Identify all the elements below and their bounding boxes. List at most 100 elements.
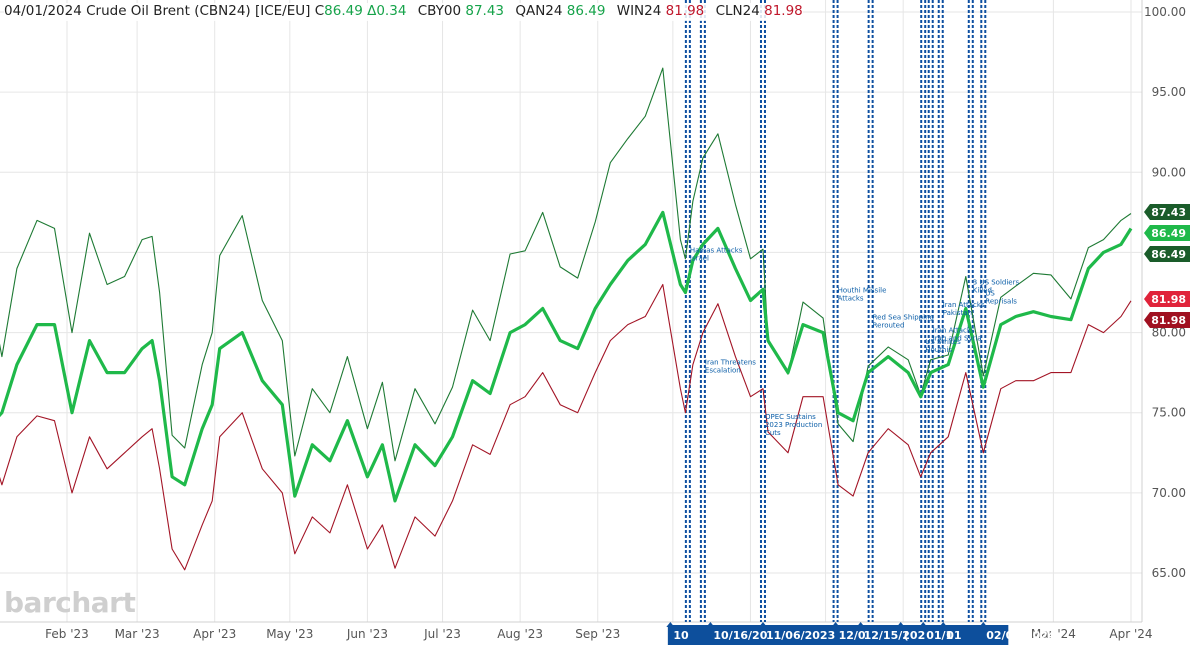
x-tick-label: May '23 [266, 627, 313, 641]
date-bar-marker [919, 622, 928, 627]
x-tick-label: Jun '23 [346, 627, 388, 641]
y-tick-label: 95.00 [1152, 85, 1186, 99]
last-value-tag-text: 86.49 [1151, 227, 1186, 240]
last-value-tag-text: 86.49 [1151, 248, 1186, 261]
event-annotation-line: Reprisals [985, 298, 1017, 306]
x-tick-label: Sep '23 [575, 627, 620, 641]
event-markers [684, 0, 987, 622]
event-annotation-line: Israel [690, 254, 709, 262]
event-annotation-line: Houthis [925, 346, 952, 354]
last-value-tag-qan24: 86.49 [1144, 246, 1190, 262]
event-annotation-line: Iran Attacks [943, 301, 985, 309]
y-tick-label: 70.00 [1152, 486, 1186, 500]
event-annotation: 3 US Soldiers Killed [973, 278, 1020, 294]
event-annotation: Hamas Attacks Israel [690, 246, 743, 262]
date-bar-background [667, 625, 1009, 645]
x-tick-label: Mar '23 [115, 627, 160, 641]
date-bar-marker [979, 622, 988, 627]
last-value-tag-shape [1144, 246, 1190, 262]
last-value-tag-text: 81.98 [1151, 293, 1186, 306]
last-value-tag-shape [1144, 204, 1190, 220]
last-value-tag-cby00: 87.43 [1144, 204, 1190, 220]
last-value-tag-qan24: 86.49 [1144, 225, 1190, 241]
event-annotation: Red Sea Shipping Rerouted [873, 314, 934, 330]
date-bar-marker [666, 622, 675, 627]
header-value-cby00: 87.43 [465, 3, 505, 19]
event-date-label: 11/06/2023 [766, 629, 835, 642]
date-bar-marker [758, 622, 767, 627]
event-annotation: Iran Attacks Iraq and Syria [933, 327, 982, 343]
y-tick-label: 100.00 [1144, 5, 1186, 19]
series-line-win24 [0, 283, 1132, 571]
event-date-label: 01 [946, 629, 961, 642]
event-date-label: 10/16/20 [713, 629, 767, 642]
date-bar-marker [896, 622, 905, 627]
event-annotation: US Reprisals [985, 290, 1017, 306]
header-value-cln24: 81.98 [764, 3, 803, 19]
header-change: Δ0.34 [367, 3, 407, 19]
x-tick-label: Feb '23 [45, 627, 89, 641]
date-bar-marker [856, 622, 865, 627]
x-tick-label: Apr '24 [1109, 627, 1152, 641]
last-value-tag-shape [1144, 225, 1190, 241]
event-annotation-line: Killed [973, 286, 992, 294]
event-annotation-line: Iran Attacks [933, 327, 975, 335]
date-bar-marker [706, 622, 715, 627]
event-annotation-line: Iraq and Syria [933, 335, 982, 343]
event-annotation: OPEC Sustains 2023 Production Cuts [765, 413, 822, 437]
y-tick-label: 90.00 [1152, 165, 1186, 179]
event-annotation-line: Rerouted [873, 322, 905, 330]
event-annotation-line: 2023 Production [765, 421, 822, 429]
price-lines [0, 67, 1133, 571]
event-annotation: US Strikes Houthis [925, 338, 961, 354]
event-annotation-line: Iran Threatens [705, 359, 756, 367]
series-line-cby00 [0, 67, 1132, 462]
header-symbol-win24[interactable]: WIN24 [616, 3, 662, 19]
last-value-tag-shape [1144, 291, 1190, 307]
last-value-tag-win24: 81.98 [1144, 291, 1190, 307]
barchart-logo: barchart [4, 586, 136, 619]
event-annotation-line: Red Sea Shipping [873, 314, 934, 322]
event-annotation-line: Escalation [705, 367, 741, 375]
x-tick-label: Jul '23 [423, 627, 461, 641]
event-annotation-line: Attacks [838, 295, 864, 303]
date-bar-marker [939, 622, 948, 627]
y-tick-label: 75.00 [1152, 406, 1186, 420]
header-close-value: 86.49 [324, 3, 363, 19]
event-date-label: 10 [673, 629, 689, 642]
event-date-label: 12/15/202 [864, 629, 926, 642]
header-symbol-qan24[interactable]: QAN24 [515, 3, 563, 19]
header-symbol-cln24[interactable]: CLN24 [715, 3, 760, 19]
event-date-label: 02/02/2024 [986, 629, 1056, 642]
header-instrument[interactable]: Crude Oil Brent (CBN24) [ICE/EU] [86, 3, 311, 19]
event-annotation: Iran Threatens Escalation [705, 359, 756, 375]
event-annotation-line: 3 US Soldiers [973, 278, 1020, 286]
event-annotation-line: US [985, 290, 995, 298]
event-annotation: Houthi Missile Attacks [838, 287, 887, 303]
date-bar-marker [831, 622, 840, 627]
last-value-labels: 87.43 86.49 86.49 81.98 81.98 [1144, 204, 1190, 328]
last-value-tag-shape [1144, 312, 1190, 328]
event-annotation-line: Cuts [765, 429, 781, 437]
last-value-tag-text: 81.98 [1151, 314, 1186, 327]
y-tick-label: 65.00 [1152, 566, 1186, 580]
event-date-label: 01/1 [926, 629, 953, 642]
event-annotation-line: US Strikes [925, 338, 961, 346]
event-annotation-line: OPEC Sustains [765, 413, 816, 421]
event-annotation-line: Hamas Attacks [690, 246, 743, 254]
header-value-win24: 81.98 [665, 3, 705, 19]
chart-header: 04/01/2024 Crude Oil Brent (CBN24) [ICE/… [4, 3, 803, 21]
event-annotation-line: Houthi Missile [838, 287, 887, 295]
chart-grid [0, 0, 1143, 623]
last-value-tag-text: 87.43 [1151, 206, 1186, 219]
event-date-label: 12/0 [839, 629, 866, 642]
x-tick-label: Apr '23 [193, 627, 236, 641]
header-symbol-cby00[interactable]: CBY00 [417, 3, 462, 19]
event-annotation: Iran Attacks Pakistan [943, 301, 985, 317]
last-value-tag-cln24: 81.98 [1144, 312, 1190, 328]
series-line-qan24 [0, 210, 1133, 503]
header-date: 04/01/2024 [4, 3, 82, 19]
header-value-qan24: 86.49 [566, 3, 606, 19]
